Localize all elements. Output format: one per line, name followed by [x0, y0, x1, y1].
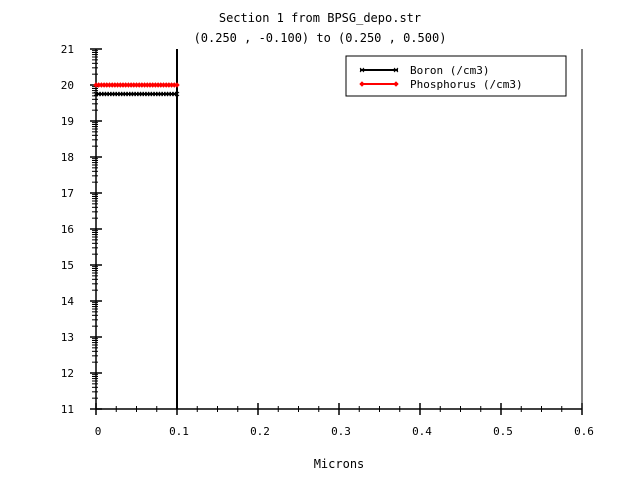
x-tick-label: 0.4: [412, 425, 432, 438]
data-point: [174, 91, 180, 97]
legend-label: Boron (/cm3): [410, 64, 489, 77]
x-tick-label: 0.3: [331, 425, 351, 438]
series-1: [93, 91, 180, 97]
legend-marker: [359, 67, 365, 73]
legend: Boron (/cm3)Phosphorus (/cm3): [345, 55, 567, 97]
chart-title: Section 1 from BPSG_depo.str: [219, 11, 421, 25]
legend-entry-2: Phosphorus (/cm3): [359, 78, 523, 91]
x-axis-label: Microns: [314, 457, 365, 471]
chart-subtitle: (0.250 , -0.100) to (0.250 , 0.500): [194, 31, 447, 45]
legend-marker: [393, 81, 399, 87]
plot-area: [93, 82, 180, 97]
legend-entry-1: Boron (/cm3): [359, 64, 489, 77]
x-tick-label: 0.5: [493, 425, 513, 438]
y-tick-label: 19: [61, 115, 74, 128]
y-tick-label: 18: [61, 151, 74, 164]
y-tick-label: 14: [61, 295, 75, 308]
y-tick-label: 13: [61, 331, 74, 344]
series-2: [93, 82, 180, 88]
y-tick-label: 12: [61, 367, 74, 380]
y-tick-label: 20: [61, 79, 74, 92]
x-tick-label: 0.1: [169, 425, 189, 438]
y-tick-label: 11: [61, 403, 74, 416]
x-tick-label: 0: [95, 425, 102, 438]
legend-label: Phosphorus (/cm3): [410, 78, 523, 91]
axes: 11 12 13 14 15 16 17 18 19 20 21 0 0.1 0.2 0.3 0.4 0.5 0.…: [61, 43, 594, 438]
legend-marker: [359, 81, 365, 87]
y-tick-label: 17: [61, 187, 74, 200]
legend-box: [345, 55, 567, 97]
x-tick-label: 0.2: [250, 425, 270, 438]
x-tick-label: 0.6: [574, 425, 594, 438]
legend-marker: [393, 67, 399, 73]
y-tick-label: 16: [61, 223, 74, 236]
legend-entries: Boron (/cm3)Phosphorus (/cm3): [359, 64, 523, 91]
data-point: [174, 82, 180, 88]
y-tick-label: 15: [61, 259, 74, 272]
y-tick-label: 21: [61, 43, 74, 56]
